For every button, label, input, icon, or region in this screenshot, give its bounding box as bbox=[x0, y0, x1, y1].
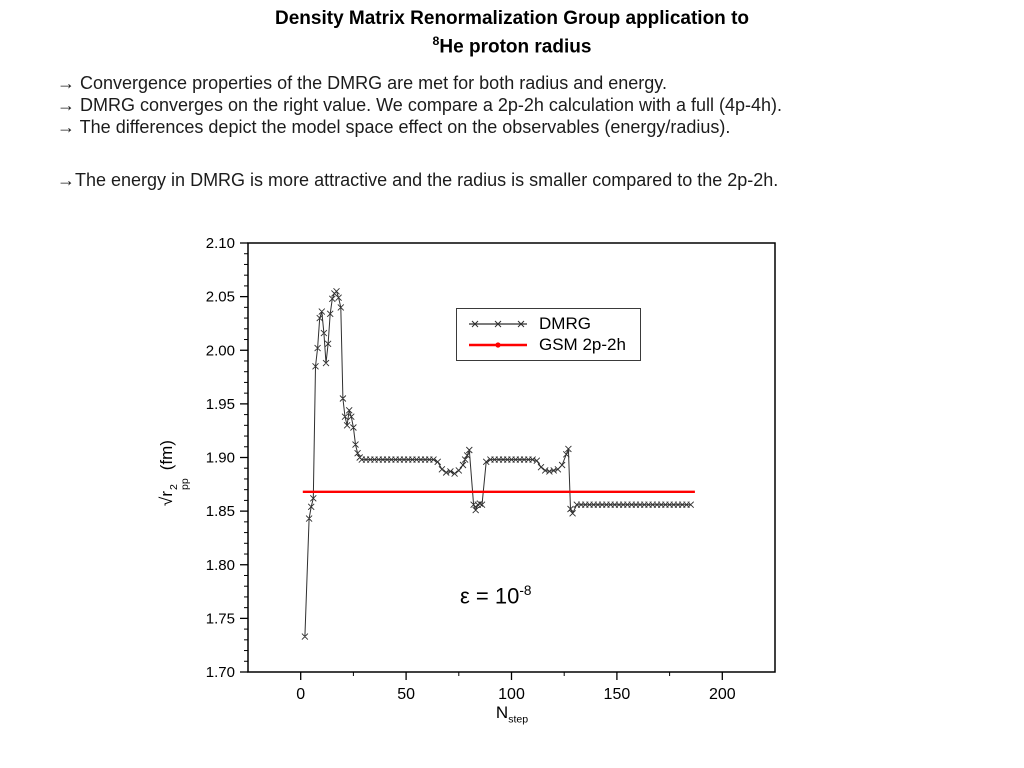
x-axis-label: Nstep bbox=[495, 703, 529, 726]
slide-title-line1: Density Matrix Renormalization Group app… bbox=[275, 8, 749, 29]
svg-text:2.05: 2.05 bbox=[206, 289, 235, 306]
dmrg-line-sample-icon bbox=[469, 320, 527, 328]
svg-text:1.80: 1.80 bbox=[206, 557, 235, 574]
svg-text:1.85: 1.85 bbox=[206, 503, 235, 520]
svg-text:50: 50 bbox=[397, 686, 415, 703]
chart-svg: 1.70 1.75 1.80 1.85 1.90 1.95 2.00 2.05 2.10 0 50 1… bbox=[206, 235, 776, 703]
legend-label-dmrg: DMRG bbox=[539, 314, 591, 333]
chart-legend: DMRG GSM 2p-2h bbox=[456, 308, 641, 361]
bullet-line-2: → DMRG converges on the right value. We … bbox=[57, 95, 783, 115]
svg-text:0: 0 bbox=[296, 686, 305, 703]
convergence-chart: 1.70 1.75 1.80 1.85 1.90 1.95 2.00 2.05 2.10 0 50 1… bbox=[160, 230, 800, 710]
bullet-line-1: → Convergence properties of the DMRG are… bbox=[57, 73, 667, 93]
legend-item-dmrg: DMRG bbox=[467, 314, 626, 334]
legend-item-gsm: GSM 2p-2h bbox=[467, 335, 626, 355]
gsm-line-sample-icon bbox=[469, 342, 527, 348]
y-axis-label: √r 2 pp (fm) bbox=[157, 440, 191, 506]
bullet-list: → Convergence properties of the DMRG are… bbox=[57, 72, 1000, 191]
svg-text:100: 100 bbox=[498, 686, 525, 703]
svg-text:2.00: 2.00 bbox=[206, 342, 235, 359]
bullet-line-4: →The energy in DMRG is more attractive a… bbox=[57, 170, 779, 190]
svg-text:1.95: 1.95 bbox=[206, 396, 235, 413]
bullet-line-3: → The differences depict the model space… bbox=[57, 117, 731, 137]
svg-text:1.70: 1.70 bbox=[206, 664, 235, 681]
svg-text:200: 200 bbox=[709, 686, 736, 703]
slide-title-line2: 8He proton radius bbox=[432, 34, 592, 58]
svg-text:150: 150 bbox=[604, 686, 631, 703]
svg-text:1.90: 1.90 bbox=[206, 450, 235, 467]
svg-text:1.75: 1.75 bbox=[206, 610, 235, 627]
svg-text:2.10: 2.10 bbox=[206, 235, 235, 252]
epsilon-annotation: ε = 10-8 bbox=[460, 583, 532, 609]
legend-label-gsm: GSM 2p-2h bbox=[539, 335, 626, 354]
slide-title: Density Matrix Renormalization Group app… bbox=[0, 7, 1024, 58]
isotope-superscript: 8 bbox=[432, 34, 440, 48]
